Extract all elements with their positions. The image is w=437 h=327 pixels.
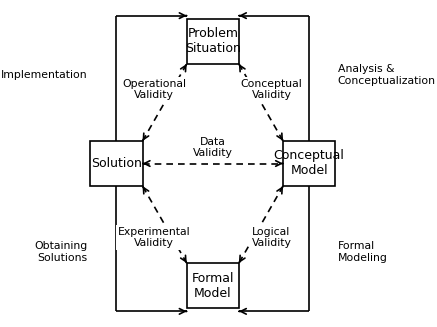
Text: Analysis &
Conceptualization: Analysis & Conceptualization: [338, 64, 436, 86]
Text: Experimental
Validity: Experimental Validity: [118, 227, 191, 248]
FancyBboxPatch shape: [283, 141, 335, 186]
FancyBboxPatch shape: [187, 19, 239, 64]
Text: Solution: Solution: [91, 157, 142, 170]
Text: Formal
Model: Formal Model: [191, 272, 234, 300]
Text: Operational
Validity: Operational Validity: [122, 79, 186, 100]
FancyBboxPatch shape: [90, 141, 142, 186]
Text: Conceptual
Model: Conceptual Model: [274, 149, 345, 178]
Text: Logical
Validity: Logical Validity: [251, 227, 291, 248]
Text: Data
Validity: Data Validity: [193, 137, 233, 158]
Text: Obtaining
Solutions: Obtaining Solutions: [35, 241, 88, 263]
Text: Problem
Situation: Problem Situation: [185, 27, 241, 55]
Text: Conceptual
Validity: Conceptual Validity: [240, 79, 302, 100]
FancyBboxPatch shape: [187, 263, 239, 308]
Text: Implementation: Implementation: [1, 70, 88, 80]
Text: Formal
Modeling: Formal Modeling: [338, 241, 388, 263]
